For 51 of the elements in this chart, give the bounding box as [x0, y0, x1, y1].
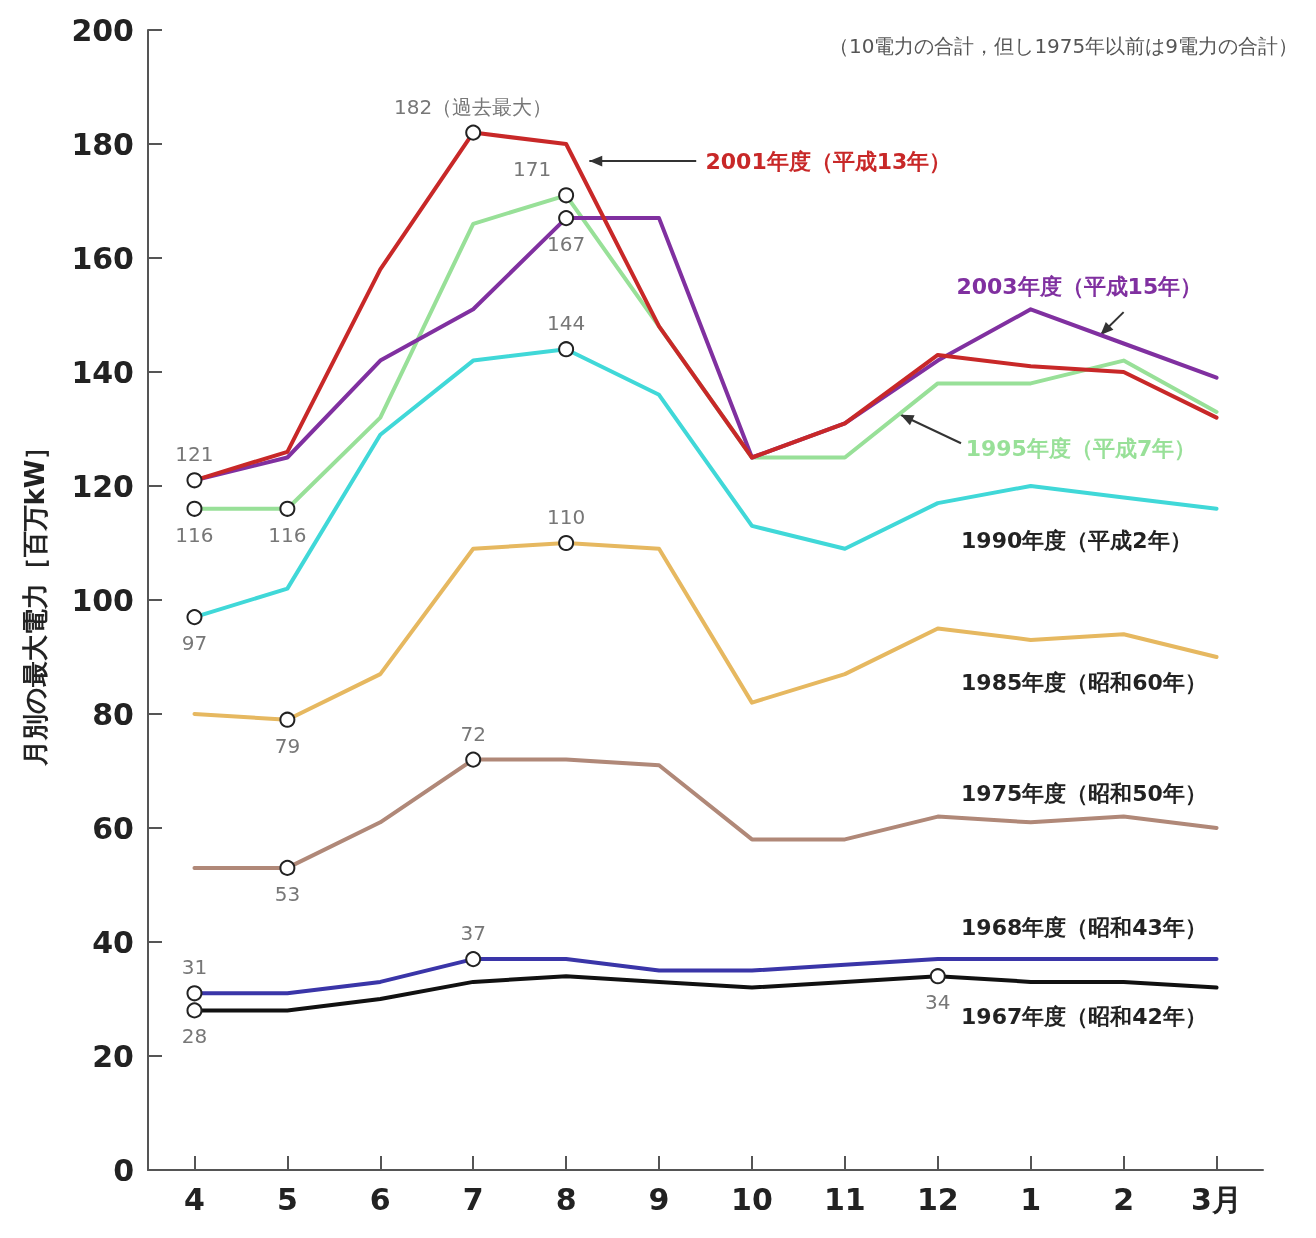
- data-label: 53: [274, 881, 301, 906]
- series-label: 1995年度（平成7年）: [965, 436, 1197, 462]
- x-tick-label: 12: [916, 1181, 959, 1217]
- y-tick-label: 40: [92, 924, 134, 960]
- y-tick-label: 140: [71, 354, 134, 390]
- series-label: 1975年度（昭和50年）: [961, 781, 1207, 807]
- data-label: 116: [175, 522, 214, 547]
- annotation: （10電力の合計，但し1975年以前は9電力の合計）: [828, 34, 1299, 58]
- data-label: 110: [547, 505, 586, 529]
- y-tick-label: 100: [71, 582, 134, 618]
- data-label: 144: [547, 311, 586, 336]
- x-tick-label: 4: [184, 1181, 205, 1217]
- text: 2001年度（平成13年）: [705, 148, 952, 174]
- y-tick-label: 80: [92, 696, 134, 732]
- x-tick-label: 8: [555, 1181, 577, 1217]
- data-label: 72: [460, 721, 486, 746]
- point: [929, 968, 946, 985]
- y-axis-title: 月別の最大電力［百万kW］: [20, 433, 50, 768]
- x-tick-label: 2: [1113, 1181, 1135, 1217]
- series-label: 1967年度（昭和42年）: [961, 1003, 1207, 1029]
- point: [186, 1002, 203, 1019]
- data-label: 171: [513, 157, 552, 182]
- x-tick-label: 1: [1020, 1181, 1042, 1217]
- y-tick-label: 60: [92, 810, 134, 846]
- y-tick-label: 200: [71, 12, 134, 48]
- y-tick-label: 120: [71, 468, 134, 504]
- data-label: 28: [181, 1024, 208, 1049]
- data-label: 182（過去最大）: [394, 94, 553, 119]
- data-label: 97: [181, 631, 208, 656]
- x-tick-label: 3月: [1191, 1181, 1242, 1217]
- data-label: 121: [175, 442, 214, 467]
- y-tick-label: 180: [71, 126, 134, 162]
- data-label: 34: [925, 990, 951, 1015]
- x-tick-label: 7: [462, 1181, 484, 1217]
- data-label: 116: [268, 522, 307, 547]
- data-label: 31: [181, 955, 208, 980]
- data-label: 37: [460, 921, 486, 946]
- y-tick-label: 20: [92, 1038, 134, 1074]
- series-label: 1968年度（昭和43年）: [961, 915, 1207, 941]
- x-tick-label: 5: [276, 1181, 298, 1217]
- x-tick-label: 10: [731, 1181, 773, 1217]
- y-tick-label: 160: [71, 240, 134, 276]
- x-tick-label: 9: [648, 1181, 670, 1217]
- y-tick-label: 0: [113, 1152, 134, 1188]
- series-label: 1990年度（平成2年）: [961, 527, 1192, 553]
- data-label: 167: [547, 232, 586, 257]
- series-label: 1985年度（昭和60年）: [961, 670, 1207, 696]
- x-tick-label: 11: [824, 1181, 866, 1217]
- data-label: 79: [274, 733, 301, 758]
- x-tick-label: 6: [369, 1181, 391, 1217]
- series-label: 2003年度（平成15年）: [956, 274, 1203, 299]
